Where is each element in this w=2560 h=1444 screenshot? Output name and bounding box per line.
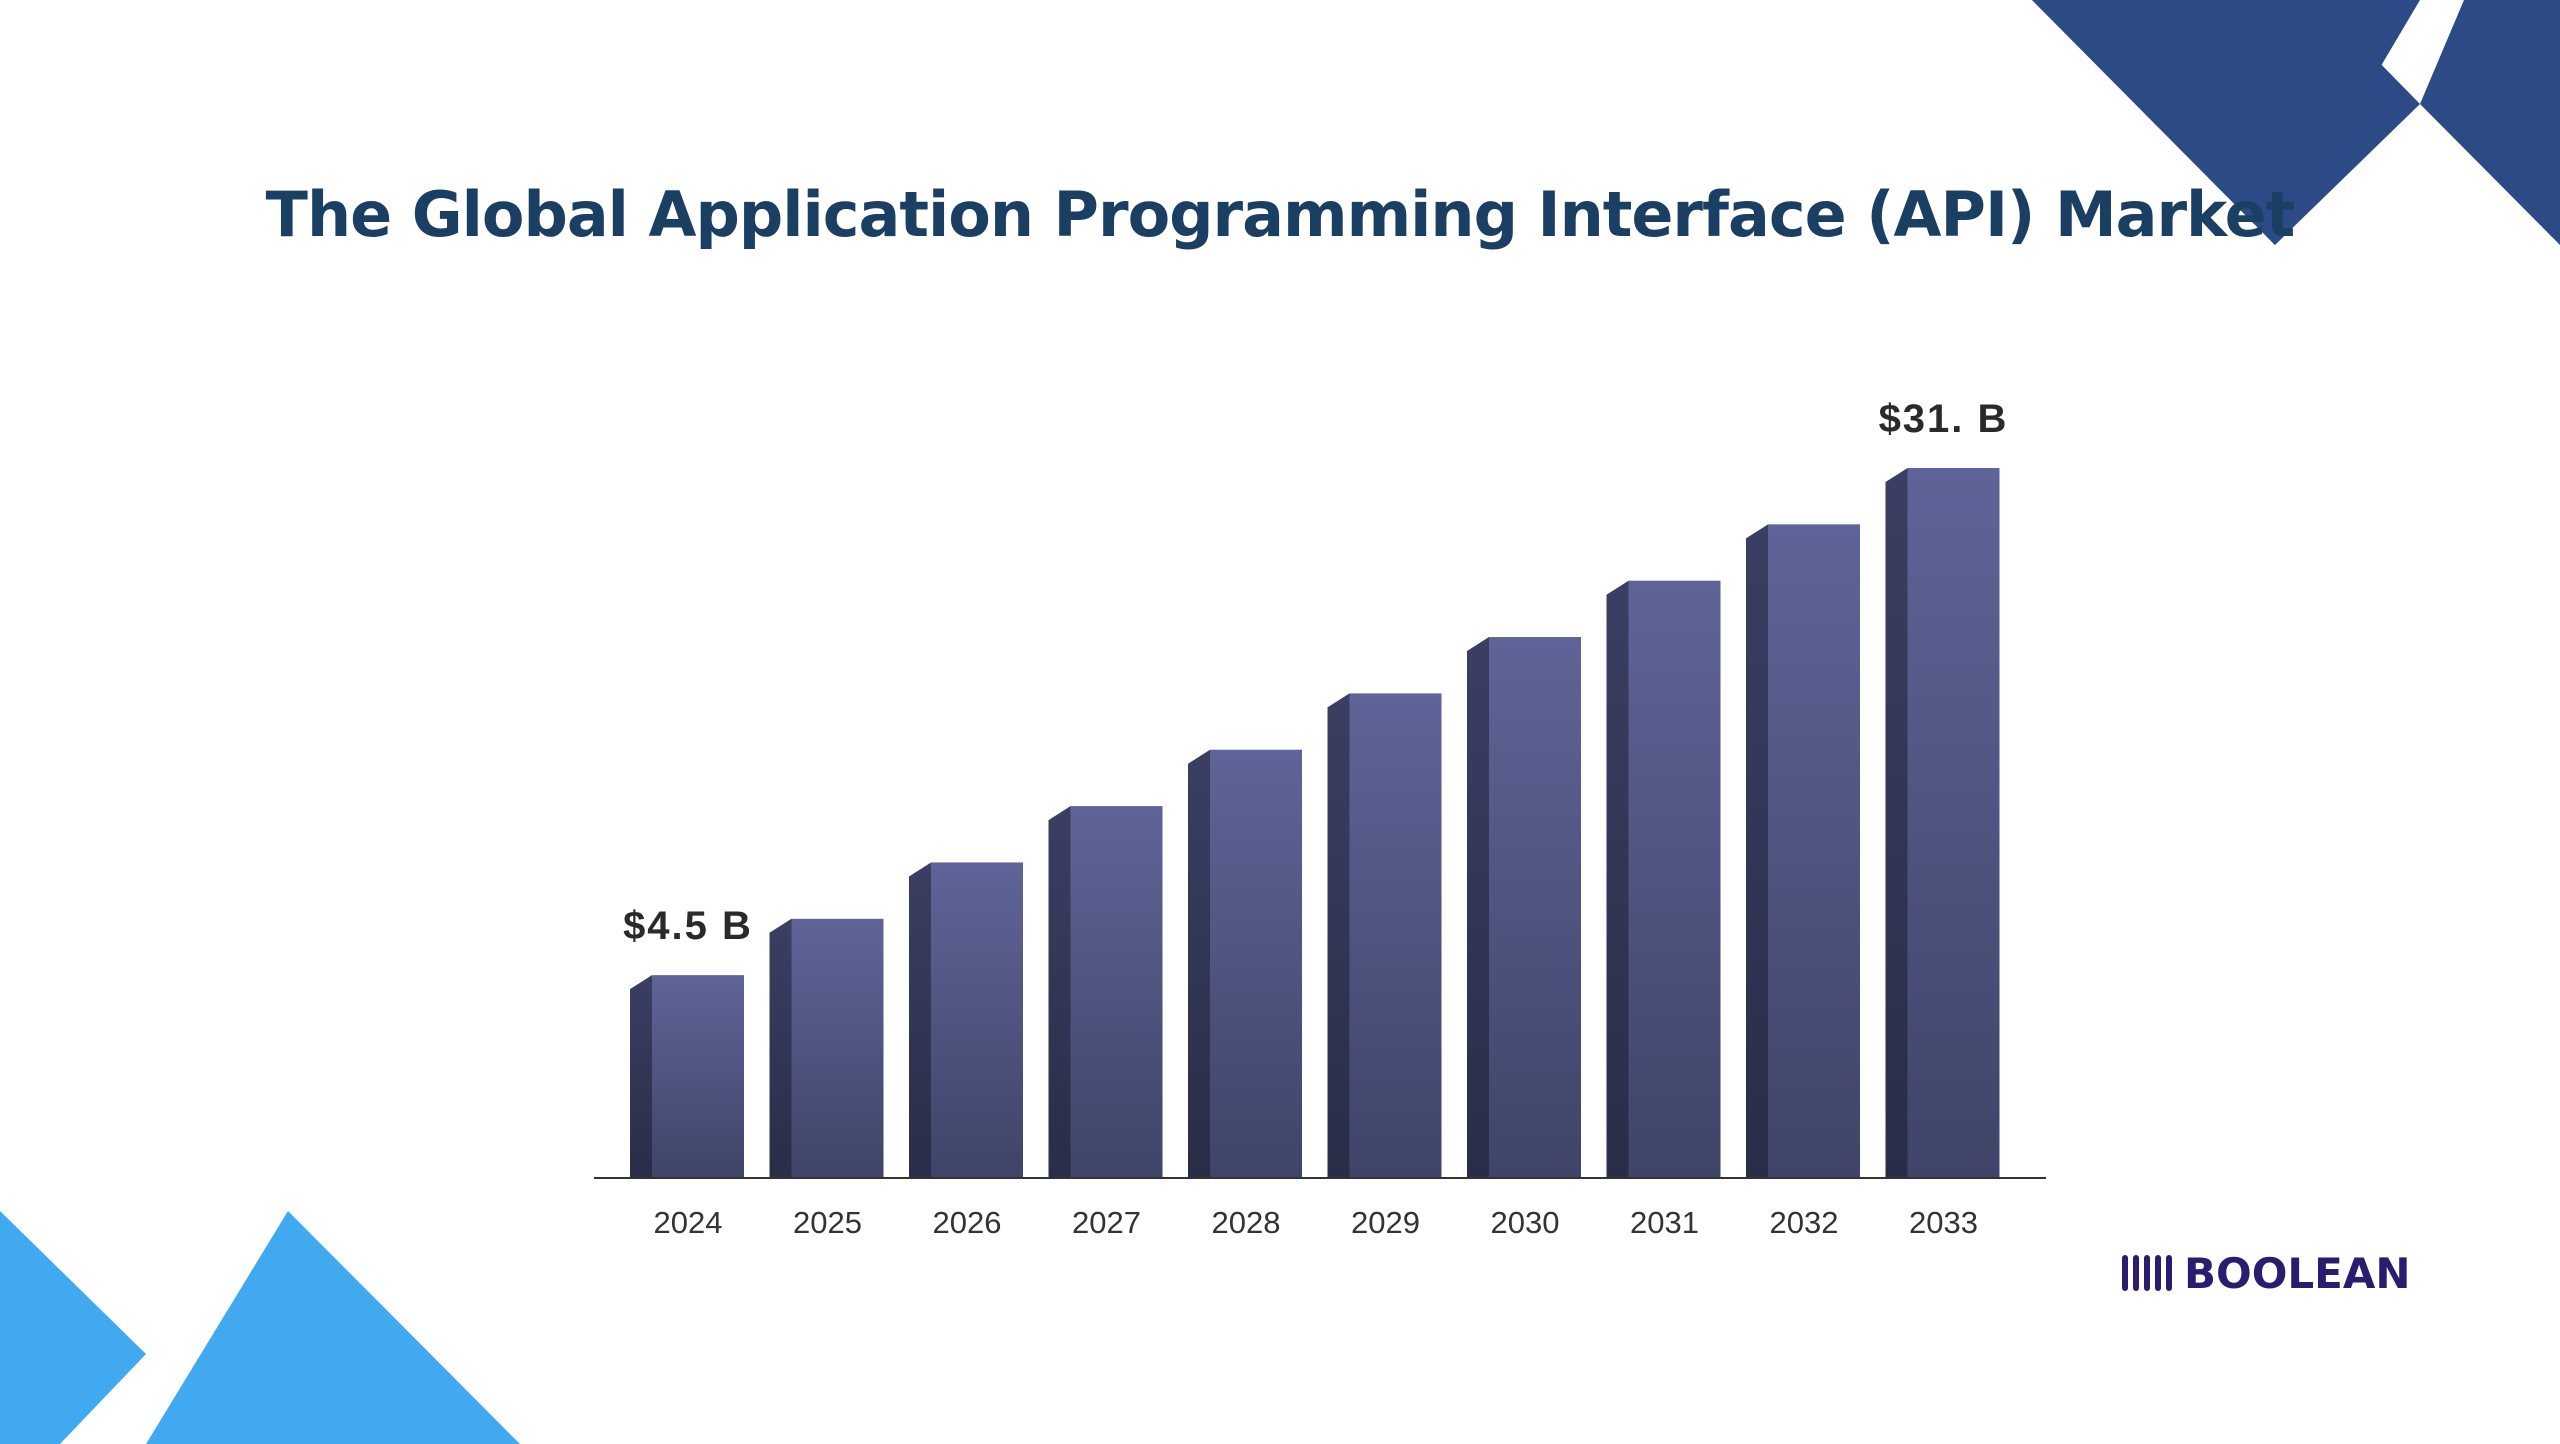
data-label: $31. B xyxy=(1879,397,2009,441)
bar-side-2032 xyxy=(1746,524,1768,1178)
data-label: $4.5 B xyxy=(623,904,753,948)
bar-2031 xyxy=(1628,580,1721,1178)
bars-group xyxy=(630,468,2000,1178)
bar-side-2024 xyxy=(630,975,652,1178)
x-tick-label: 2026 xyxy=(933,1205,1002,1240)
bar-side-2028 xyxy=(1188,749,1210,1178)
x-tick-label: 2025 xyxy=(793,1205,862,1240)
chart-title: The Global Application Programming Inter… xyxy=(265,178,2296,251)
bar-2029 xyxy=(1349,693,1442,1178)
boolean-logo: BOOLEAN xyxy=(2122,1243,2411,1303)
x-tick-label: 2032 xyxy=(1770,1205,1839,1240)
bar-2033 xyxy=(1907,468,2000,1178)
bar-2032 xyxy=(1768,524,1860,1178)
bar-2027 xyxy=(1070,806,1163,1178)
x-tick-label: 2028 xyxy=(1212,1205,1281,1240)
bar-2030 xyxy=(1489,637,1581,1178)
bar-side-2026 xyxy=(909,862,931,1178)
top-right-dark-diamond xyxy=(2032,0,2420,245)
x-tick-label: 2024 xyxy=(654,1205,723,1240)
bar-side-2030 xyxy=(1467,637,1489,1178)
bar-side-2029 xyxy=(1327,693,1350,1178)
bar-side-2027 xyxy=(1048,806,1071,1178)
bar-side-2031 xyxy=(1606,580,1629,1178)
bar-2028 xyxy=(1210,749,1302,1178)
bar-2025 xyxy=(791,918,884,1178)
data-labels: $4.5 B $31. B xyxy=(623,397,2009,948)
bar-2024 xyxy=(652,975,744,1178)
x-tick-label: 2029 xyxy=(1351,1205,1420,1240)
x-tick-label: 2027 xyxy=(1072,1205,1141,1240)
bar-side-2033 xyxy=(1885,468,1908,1178)
bottom-left-light-triangle-large xyxy=(146,1211,520,1444)
logo-bars-icon xyxy=(2122,1255,2172,1291)
x-tick-label: 2031 xyxy=(1630,1205,1699,1240)
x-tick-label: 2030 xyxy=(1491,1205,1560,1240)
logo-text: BOOLEAN xyxy=(2184,1248,2411,1298)
bottom-left-light-triangle-small xyxy=(0,1211,146,1444)
top-right-dark-triangle-small xyxy=(2420,0,2560,245)
bar-2026 xyxy=(931,862,1023,1178)
bar-side-2025 xyxy=(769,918,792,1178)
x-tick-label: 2033 xyxy=(1909,1205,1978,1240)
x-axis-ticks: 2024 2025 2026 2027 2028 2029 2030 2031 2032 2033 xyxy=(654,1205,1978,1240)
